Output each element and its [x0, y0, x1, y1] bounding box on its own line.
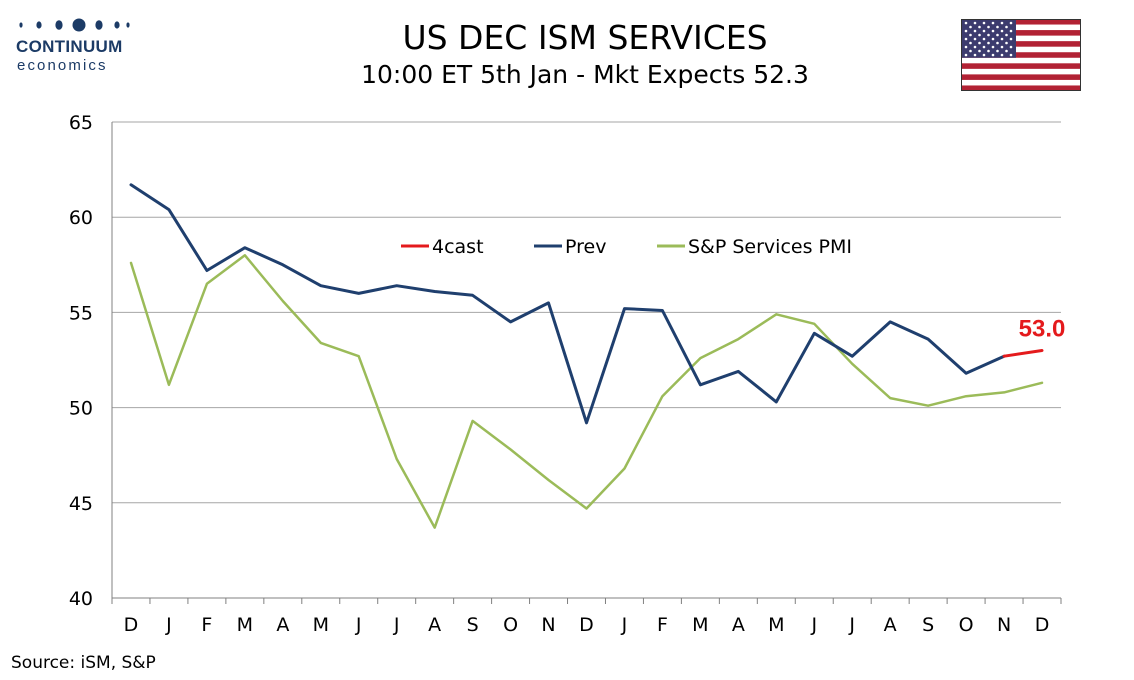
x-tick-label: A: [732, 614, 745, 636]
x-tick-label: O: [503, 614, 518, 636]
logo-name: CONTINUUM: [16, 37, 123, 56]
source-note: Source: iSM, S&P: [11, 653, 156, 673]
x-tick-label: S: [922, 614, 934, 636]
x-tick-label: F: [657, 614, 668, 636]
chart-title: US DEC ISM SERVICES: [402, 18, 768, 57]
x-tick-label: M: [692, 614, 708, 636]
x-tick-label: J: [848, 614, 855, 636]
y-tick-label: 55: [69, 302, 93, 324]
x-tick-label: A: [276, 614, 289, 636]
x-tick-label: J: [165, 614, 172, 636]
x-tick-label: J: [355, 614, 362, 636]
y-tick-label: 50: [69, 398, 93, 420]
x-tick-label: N: [541, 614, 555, 636]
x-tick-label: O: [959, 614, 974, 636]
chart-subtitle: 10:00 ET 5th Jan - Mkt Expects 52.3: [361, 60, 809, 89]
x-tick-label: D: [124, 614, 139, 636]
series-line-s-p-services-pmi: [129, 254, 1044, 529]
x-tick-label: M: [768, 614, 784, 636]
legend-label-s-p-services-pmi: S&P Services PMI: [688, 236, 852, 258]
x-tick-label: D: [579, 614, 594, 636]
x-tick-label: S: [467, 614, 479, 636]
y-tick-label: 60: [69, 207, 93, 229]
forecast-data-label: 53.0: [1019, 315, 1066, 342]
x-tick-label: A: [428, 614, 441, 636]
series-line-4cast: [1002, 349, 1044, 358]
x-tick-label: N: [997, 614, 1011, 636]
x-tick-label: F: [201, 614, 212, 636]
x-tick-label: D: [1035, 614, 1050, 636]
us-flag-icon: [961, 19, 1081, 91]
x-tick-label: M: [313, 614, 329, 636]
x-tick-label: J: [393, 614, 400, 636]
legend-label-prev: Prev: [565, 236, 606, 258]
continuum-logo: CONTINUUM economics: [14, 14, 134, 74]
y-tick-label: 40: [69, 588, 93, 610]
x-tick-label: A: [884, 614, 897, 636]
x-tick-label: J: [621, 614, 628, 636]
series-line-prev: [129, 183, 1006, 425]
logo-dots-icon: [19, 18, 130, 32]
legend-label-4cast: 4cast: [432, 236, 484, 258]
logo-subtitle: economics: [17, 57, 108, 74]
x-tick-label: M: [237, 614, 253, 636]
y-tick-label: 65: [69, 112, 93, 134]
y-tick-label: 45: [69, 493, 93, 515]
x-tick-label: J: [810, 614, 817, 636]
